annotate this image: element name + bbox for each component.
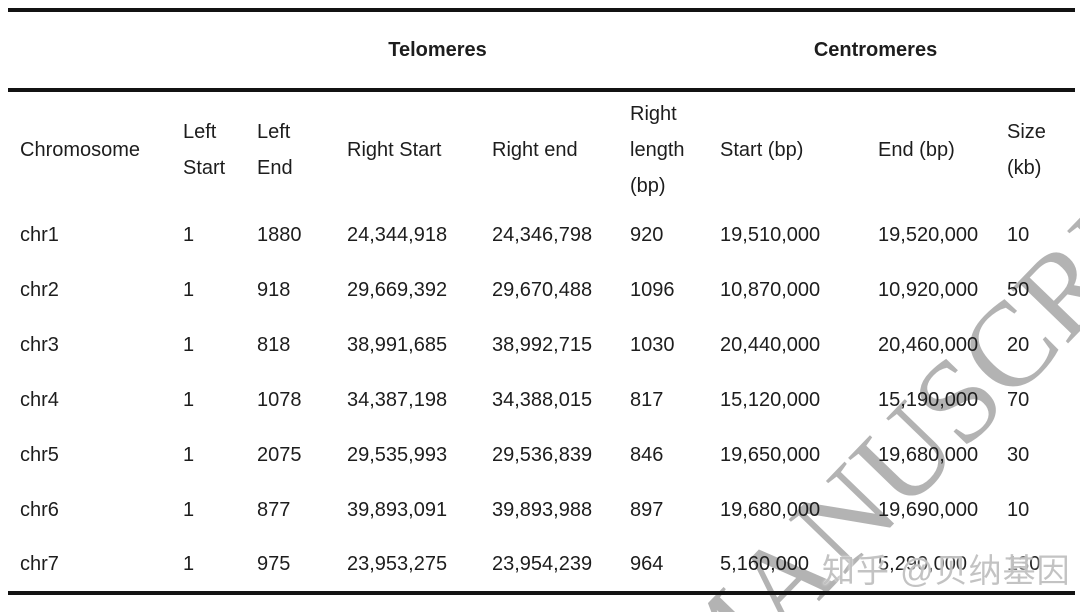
table-row-chr1: chr1 1 1880 24,344,918 24,346,798 920 19…	[8, 208, 1075, 263]
cell-left-end: 818	[257, 334, 291, 356]
cell-end-bp: 10,920,000	[878, 279, 979, 301]
cell-start-bp: 15,120,000	[720, 389, 821, 411]
group-header-centromeres: Centromeres	[720, 10, 1076, 92]
cell-right-start: 39,893,091	[347, 499, 448, 521]
cell-start-bp: 5,160,000	[720, 553, 809, 575]
cell-left-start: 1	[183, 553, 195, 575]
cell-left-start: 1	[183, 444, 195, 466]
cell-right-end: 38,992,715	[492, 334, 593, 356]
cell-chromosome: chr4	[20, 389, 59, 411]
cell-right-end: 39,893,988	[492, 499, 593, 521]
cell-right-length: 897	[630, 499, 664, 521]
table-row-chr4: chr4 1 1078 34,387,198 34,388,015 817 15…	[8, 373, 1075, 428]
cell-end-bp: 5,290,000	[878, 553, 967, 575]
table-row-chr5: chr5 1 2075 29,535,993 29,536,839 846 19…	[8, 428, 1075, 483]
cell-start-bp: 19,510,000	[720, 224, 821, 246]
cell-size-kb: 10	[1007, 224, 1030, 246]
cell-end-bp: 19,680,000	[878, 444, 979, 466]
column-header-left-end: Left End	[257, 121, 293, 179]
column-header-size-kb: Size (kb)	[1007, 121, 1046, 179]
cell-left-end: 975	[257, 553, 291, 575]
cell-size-kb: 20	[1007, 334, 1030, 356]
table-row-chr7: chr7 1 975 23,953,275 23,954,239 964 5,1…	[8, 538, 1075, 593]
cell-right-start: 29,669,392	[347, 279, 448, 301]
cell-chromosome: chr2	[20, 279, 59, 301]
cell-left-end: 2075	[257, 444, 302, 466]
cell-right-start: 23,953,275	[347, 553, 448, 575]
cell-chromosome: chr5	[20, 444, 59, 466]
cell-size-kb: 70	[1007, 389, 1030, 411]
cell-size-kb: 130	[1007, 553, 1041, 575]
column-header-right-start: Right Start	[347, 139, 442, 161]
cell-left-start: 1	[183, 334, 195, 356]
cell-right-start: 29,535,993	[347, 444, 448, 466]
cell-size-kb: 30	[1007, 444, 1030, 466]
table-row-chr6: chr6 1 877 39,893,091 39,893,988 897 19,…	[8, 483, 1075, 538]
cell-end-bp: 20,460,000	[878, 334, 979, 356]
column-header-right-end: Right end	[492, 139, 578, 161]
cell-left-start: 1	[183, 499, 195, 521]
cell-end-bp: 19,690,000	[878, 499, 979, 521]
cell-right-end: 24,346,798	[492, 224, 593, 246]
cell-start-bp: 20,440,000	[720, 334, 821, 356]
cell-left-end: 1880	[257, 224, 302, 246]
cell-start-bp: 19,650,000	[720, 444, 821, 466]
table-row-chr2: chr2 1 918 29,669,392 29,670,488 1096 10…	[8, 263, 1075, 318]
cell-right-end: 29,670,488	[492, 279, 593, 301]
cell-left-start: 1	[183, 279, 195, 301]
cell-size-kb: 50	[1007, 279, 1030, 301]
cell-chromosome: chr1	[20, 224, 59, 246]
zhihu-watermark: 知乎 @贝纳基因	[822, 552, 1071, 589]
cell-right-length: 964	[630, 553, 664, 575]
column-header-left-start: Left Start	[183, 121, 226, 179]
group-header-telomeres: Telomeres	[183, 10, 721, 92]
group-header-row: Telomeres Centromeres	[8, 10, 1076, 92]
cell-right-length: 1096	[630, 279, 675, 301]
group-header-spacer	[8, 10, 183, 92]
cell-left-start: 1	[183, 224, 195, 246]
cell-end-bp: 15,190,000	[878, 389, 979, 411]
cell-chromosome: chr7	[20, 553, 59, 575]
cell-left-end: 1078	[257, 389, 302, 411]
cell-end-bp: 19,520,000	[878, 224, 979, 246]
column-header-start-bp: Start (bp)	[720, 139, 804, 161]
column-header-chromosome: Chromosome	[20, 139, 141, 161]
cell-right-start: 38,991,685	[347, 334, 448, 356]
chromosome-table: Telomeres Centromeres Chromosome Left St…	[8, 8, 1076, 595]
cell-size-kb: 10	[1007, 499, 1030, 521]
cell-right-length: 1030	[630, 334, 675, 356]
cell-chromosome: chr6	[20, 499, 59, 521]
column-header-right-length: Right length (bp)	[630, 103, 685, 197]
cell-left-end: 918	[257, 279, 291, 301]
cell-chromosome: chr3	[20, 334, 59, 356]
table-row-chr3: chr3 1 818 38,991,685 38,992,715 1030 20…	[8, 318, 1075, 373]
cell-start-bp: 19,680,000	[720, 499, 821, 521]
column-header-row: Chromosome Left Start Left End Right Sta…	[8, 90, 1075, 208]
cell-right-length: 817	[630, 389, 664, 411]
column-header-end-bp: End (bp)	[878, 139, 955, 161]
cell-left-start: 1	[183, 389, 195, 411]
cell-right-length: 846	[630, 444, 664, 466]
cell-start-bp: 10,870,000	[720, 279, 821, 301]
cell-right-start: 34,387,198	[347, 389, 448, 411]
cell-right-end: 23,954,239	[492, 553, 593, 575]
cell-right-length: 920	[630, 224, 664, 246]
cell-right-start: 24,344,918	[347, 224, 448, 246]
cell-left-end: 877	[257, 499, 291, 521]
cell-right-end: 34,388,015	[492, 389, 593, 411]
cell-right-end: 29,536,839	[492, 444, 593, 466]
